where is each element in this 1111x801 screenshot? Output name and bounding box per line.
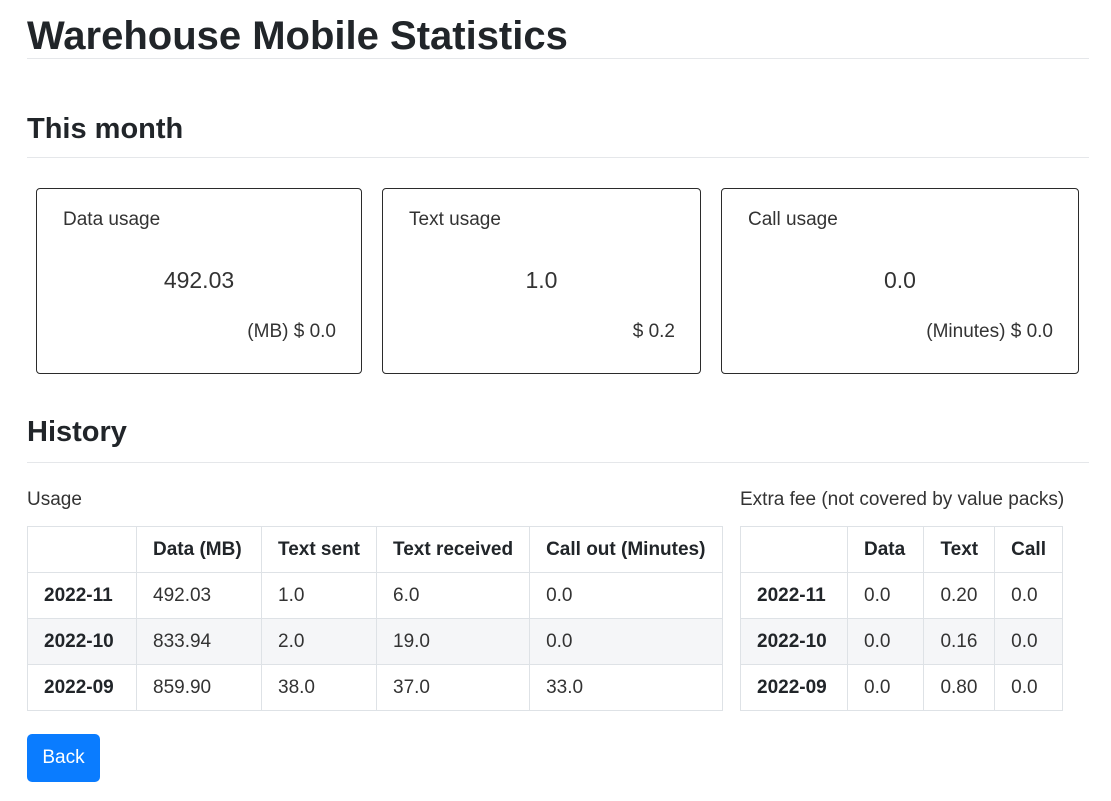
column-header xyxy=(27,526,137,573)
cell-call-out: 0.0 xyxy=(529,618,723,665)
card-footer: (MB) $ 0.0 xyxy=(247,321,336,342)
table-row: 2022-11 0.0 0.20 0.0 xyxy=(740,572,1063,619)
cell-data: 492.03 xyxy=(136,572,262,619)
cell-fee-data: 0.0 xyxy=(846,664,925,711)
cell-text-sent: 2.0 xyxy=(260,618,378,665)
row-month: 2022-10 xyxy=(740,618,848,665)
usage-cards: Data usage 492.03 (MB) $ 0.0 Text usage … xyxy=(27,158,1089,404)
cell-text-sent: 1.0 xyxy=(260,572,378,619)
table-header-row: Data (MB) Text sent Text received Call o… xyxy=(27,526,723,573)
table-row: 2022-11 492.03 1.0 6.0 0.0 xyxy=(27,572,723,619)
table-header-row: Data Text Call xyxy=(740,526,1063,573)
history-divider xyxy=(27,462,1089,463)
card-value: 0.0 xyxy=(884,267,916,293)
card-label: Data usage xyxy=(63,209,161,230)
cell-text-sent: 38.0 xyxy=(260,664,378,711)
cell-fee-call: 0.0 xyxy=(994,664,1063,711)
this-month-divider xyxy=(27,157,1089,158)
extra-fee-caption: Extra fee (not covered by value packs) xyxy=(740,489,1065,510)
cell-fee-text: 0.80 xyxy=(923,664,996,711)
cell-fee-call: 0.0 xyxy=(994,618,1063,665)
cell-fee-call: 0.0 xyxy=(994,572,1063,619)
card-footer: (Minutes) $ 0.0 xyxy=(926,321,1053,342)
card-value: 492.03 xyxy=(163,267,235,293)
table-row: 2022-10 833.94 2.0 19.0 0.0 xyxy=(27,618,723,665)
column-header: Call xyxy=(994,526,1063,573)
cell-call-out: 33.0 xyxy=(529,664,723,711)
column-header: Data (MB) xyxy=(136,526,262,573)
table-row: 2022-10 0.0 0.16 0.0 xyxy=(740,618,1063,665)
extra-fee-table: Data Text Call 2022-11 0.0 0.20 0.0 2022… xyxy=(740,526,1063,711)
cell-fee-data: 0.0 xyxy=(846,572,925,619)
section-heading-this-month: This month xyxy=(27,113,184,145)
card-label: Text usage xyxy=(409,209,501,230)
card-call-usage: Call usage 0.0 (Minutes) $ 0.0 xyxy=(721,188,1079,374)
table-row: 2022-09 859.90 38.0 37.0 33.0 xyxy=(27,664,723,711)
table-row: 2022-09 0.0 0.80 0.0 xyxy=(740,664,1063,711)
card-text-usage: Text usage 1.0 $ 0.2 xyxy=(382,188,701,374)
card-footer: $ 0.2 xyxy=(632,321,675,342)
row-month: 2022-11 xyxy=(740,572,848,619)
row-month: 2022-09 xyxy=(27,664,137,711)
row-month: 2022-11 xyxy=(27,572,137,619)
cell-fee-data: 0.0 xyxy=(846,618,925,665)
card-data-usage: Data usage 492.03 (MB) $ 0.0 xyxy=(36,188,362,374)
cell-text-received: 19.0 xyxy=(376,618,531,665)
column-header: Text xyxy=(923,526,996,573)
cell-fee-text: 0.16 xyxy=(923,618,996,665)
cell-text-received: 37.0 xyxy=(376,664,531,711)
history-tables: Usage Extra fee (not covered by value pa… xyxy=(27,462,1089,732)
usage-table: Data (MB) Text sent Text received Call o… xyxy=(27,526,723,711)
cell-text-received: 6.0 xyxy=(376,572,531,619)
card-label: Call usage xyxy=(748,209,838,230)
column-header: Data xyxy=(846,526,925,573)
title-divider xyxy=(27,58,1089,59)
row-month: 2022-09 xyxy=(740,664,848,711)
column-header: Text received xyxy=(376,526,531,573)
card-value: 1.0 xyxy=(525,267,558,293)
cell-call-out: 0.0 xyxy=(529,572,723,619)
cell-data: 859.90 xyxy=(136,664,262,711)
row-month: 2022-10 xyxy=(27,618,137,665)
column-header: Text sent xyxy=(260,526,378,573)
back-button[interactable]: Back xyxy=(27,734,100,782)
usage-caption: Usage xyxy=(27,489,82,510)
history-header: History xyxy=(27,404,1089,463)
page-title: Warehouse Mobile Statistics xyxy=(27,14,568,58)
section-heading-history: History xyxy=(27,416,127,448)
cell-data: 833.94 xyxy=(136,618,262,665)
column-header xyxy=(740,526,848,573)
column-header: Call out (Minutes) xyxy=(529,526,723,573)
cell-fee-text: 0.20 xyxy=(923,572,996,619)
